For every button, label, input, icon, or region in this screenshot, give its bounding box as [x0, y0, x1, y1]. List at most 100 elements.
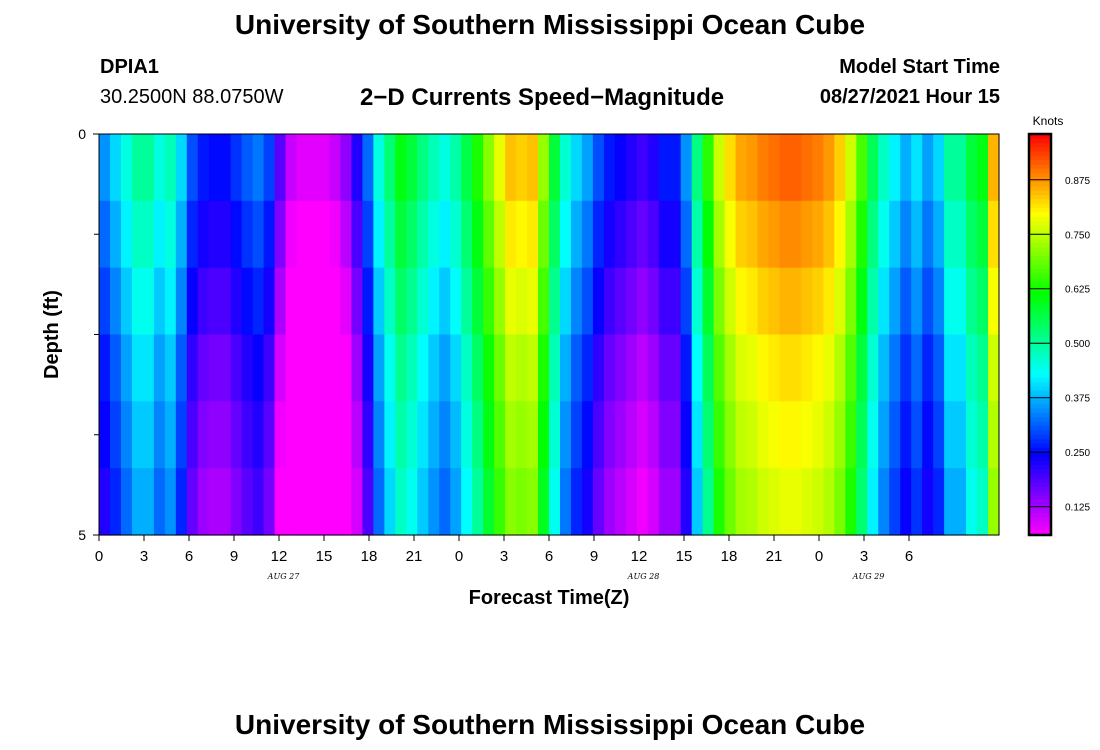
colorbar-tick-label: 0.500 [1065, 339, 1090, 350]
colorbar-segment [1029, 264, 1051, 270]
colorbar-segment [1029, 351, 1051, 357]
colorbar-segment [1029, 321, 1051, 327]
colorbar-segment [1029, 443, 1051, 449]
heatmap-cell [724, 334, 737, 402]
heatmap-cell [406, 401, 418, 469]
heatmap-cell [483, 267, 495, 336]
heatmap-cell [428, 334, 440, 402]
heatmap-cell [944, 468, 956, 536]
heatmap-cell [494, 200, 506, 269]
heatmap-cell [570, 200, 583, 269]
heatmap-cell [538, 334, 550, 402]
heatmap-cell [208, 334, 221, 402]
heatmap-cell [274, 267, 287, 336]
heatmap-cell [636, 468, 649, 536]
heatmap-cell [417, 134, 429, 202]
heatmap-cell [977, 401, 989, 469]
heatmap-cell [878, 200, 890, 269]
heatmap-cell [823, 334, 835, 402]
heatmap-cell [406, 134, 418, 202]
heatmap-cell [329, 267, 342, 336]
heatmap-cell [933, 134, 945, 202]
heatmap-cell [318, 468, 331, 536]
heatmap-cell [647, 401, 660, 469]
heatmap-cell [845, 267, 857, 336]
colorbar-segment [1029, 295, 1051, 301]
heatmap-cell [164, 468, 177, 536]
colorbar-segment [1029, 465, 1051, 471]
heatmap-cell [724, 200, 737, 269]
colorbar-segment [1029, 434, 1051, 440]
colorbar-segment [1029, 513, 1051, 519]
heatmap-cell [680, 334, 693, 402]
heatmap-cell [263, 401, 276, 469]
colorbar-segment [1029, 500, 1051, 506]
heatmap-cell [417, 468, 429, 536]
heatmap-cell [812, 334, 824, 402]
x-tick-label: 3 [860, 548, 868, 565]
heatmap-cell [373, 334, 385, 402]
colorbar-segment [1029, 421, 1051, 427]
heatmap-cell [834, 334, 846, 402]
heatmap-cell [603, 134, 616, 202]
heatmap-cell [186, 200, 199, 269]
heatmap-cell [395, 401, 407, 469]
heatmap-cell [559, 334, 572, 402]
heatmap-cell [834, 401, 846, 469]
heatmap-cell [406, 200, 418, 269]
heatmap-cell [439, 401, 451, 469]
heatmap-cell [834, 267, 846, 336]
heatmap-cell [834, 134, 846, 202]
heatmap-cell [845, 401, 857, 469]
heatmap-cell [680, 468, 693, 536]
heatmap-cell [570, 334, 583, 402]
heatmap-cell [296, 468, 309, 536]
heatmap-cell [779, 401, 792, 469]
heatmap-cell [230, 134, 243, 202]
heatmap-cell [735, 401, 748, 469]
heatmap-cell [625, 267, 638, 336]
heatmap-cell [955, 334, 967, 402]
heatmap-cell [735, 468, 748, 536]
heatmap-cell [505, 401, 517, 469]
heatmap-cell [340, 468, 353, 536]
colorbar-segment [1029, 221, 1051, 227]
heatmap-cell [340, 200, 353, 269]
page-footer-title: University of Southern Mississippi Ocean… [234, 709, 866, 740]
heatmap-cell [362, 200, 374, 269]
colorbar-segment [1029, 308, 1051, 314]
heatmap-cell [856, 267, 868, 336]
heatmap-cell [99, 468, 111, 536]
heatmap-cell [922, 401, 934, 469]
heatmap-cell [889, 200, 901, 269]
heatmap-cell [922, 200, 934, 269]
heatmap-cell [955, 134, 967, 202]
heatmap-cell [494, 267, 506, 336]
x-tick-label: 15 [676, 548, 693, 565]
heatmap-cell [186, 267, 199, 336]
heatmap-cell [439, 200, 451, 269]
heatmap-cell [142, 134, 155, 202]
x-tick-label: 21 [766, 548, 783, 565]
heatmap-cell [175, 267, 188, 336]
heatmap-cell [680, 267, 693, 336]
heatmap-cell [208, 267, 221, 336]
heatmap-cell [373, 134, 385, 202]
heatmap-cell [922, 334, 934, 402]
heatmap-cell [625, 334, 638, 402]
heatmap-cell [614, 267, 627, 336]
heatmap-cell [307, 334, 320, 402]
heatmap-cell [658, 200, 671, 269]
colorbar-segment [1029, 173, 1051, 179]
colorbar-segment [1029, 312, 1051, 318]
heatmap-cell [197, 200, 210, 269]
heatmap-cell [625, 401, 638, 469]
heatmap-cell [801, 267, 814, 336]
colorbar-segment [1029, 134, 1051, 139]
heatmap-cell [735, 200, 748, 269]
heatmap-cell [977, 200, 989, 269]
heatmap-cell [516, 468, 528, 536]
heatmap-cell [933, 401, 945, 469]
heatmap-cell [318, 334, 331, 402]
heatmap-cell [252, 134, 265, 202]
